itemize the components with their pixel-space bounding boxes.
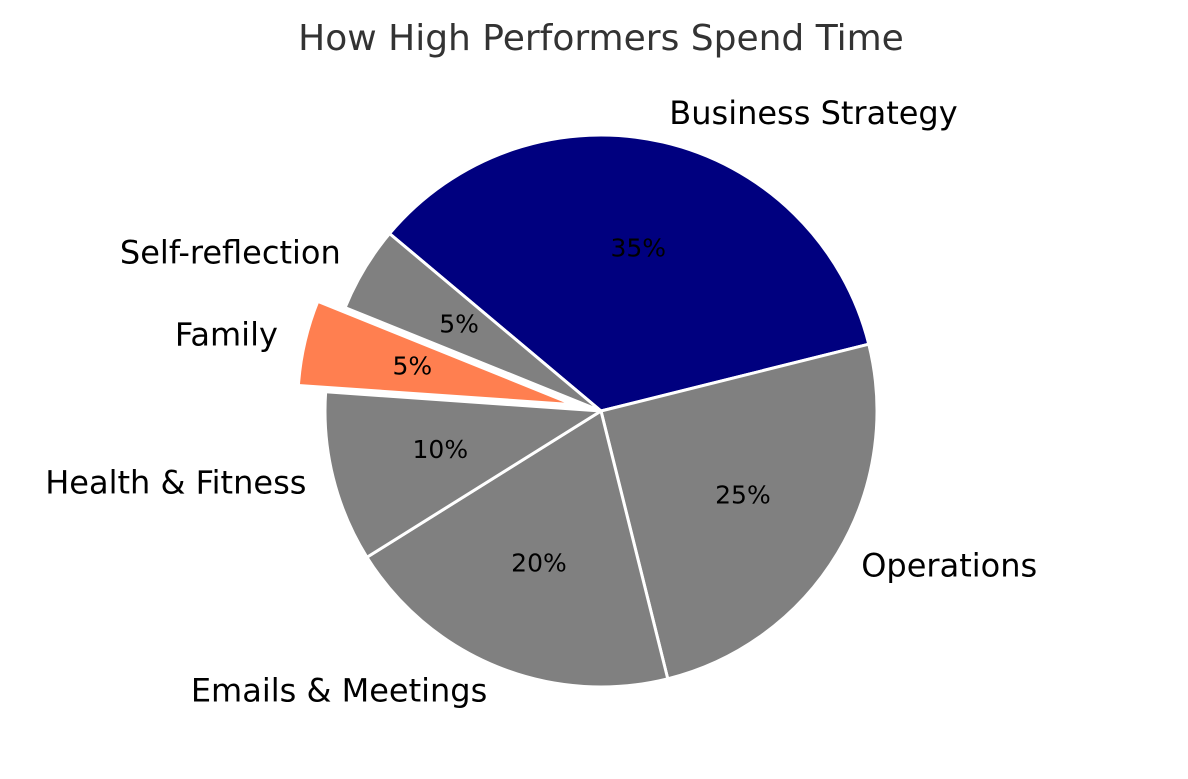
slice-percent-operations: 25% <box>715 480 771 509</box>
slice-percent-business-strategy: 35% <box>610 234 666 263</box>
slice-label-business-strategy: Business Strategy <box>669 94 957 132</box>
slice-label-emails-and-meetings: Emails & Meetings <box>191 671 487 709</box>
pie-slice-business-strategy <box>388 133 871 413</box>
pie-slice-emails-and-meetings <box>365 409 670 689</box>
slice-label-family: Family <box>175 315 278 353</box>
slice-label-operations: Operations <box>861 546 1037 584</box>
pie-slice-self-reflection <box>343 232 603 413</box>
pie-slice-family <box>296 299 576 407</box>
slice-label-health-and-fitness: Health & Fitness <box>45 463 306 501</box>
slice-percent-health-and-fitness: 10% <box>413 435 469 464</box>
pie-slice-operations <box>599 342 879 681</box>
pie-slice-health-and-fitness <box>323 390 603 559</box>
chart-title: How High Performers Spend Time <box>298 18 904 59</box>
slice-percent-family: 5% <box>393 351 433 380</box>
pie-labels: Business Strategy 35% Operations 25% Emails … <box>45 94 1037 709</box>
slice-percent-emails-and-meetings: 20% <box>511 549 567 578</box>
pie-wedges <box>296 133 879 689</box>
slice-percent-self-reflection: 5% <box>439 310 479 339</box>
slice-label-self-reflection: Self-reflection <box>120 234 341 272</box>
